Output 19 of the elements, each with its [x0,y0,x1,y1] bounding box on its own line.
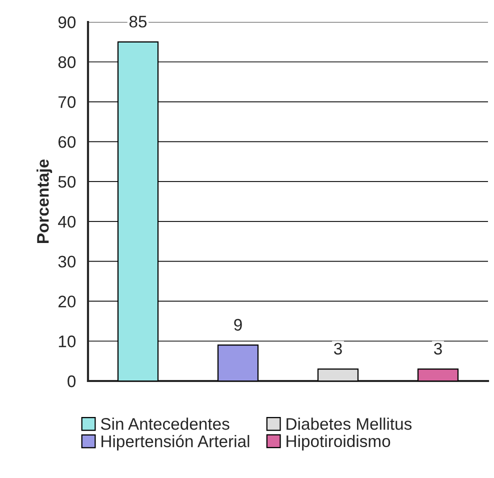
data-label: 9 [234,318,242,331]
legend-label: Diabetes Mellitus [286,418,412,430]
y-tick-label: 0 [68,375,76,388]
y-tick-label: 30 [58,256,76,268]
legend-label: Hipertensión Arterial [102,434,250,451]
y-tick-label: 40 [58,216,76,228]
y-tick-label: 10 [58,336,76,348]
data-label: 85 [129,16,147,28]
y-tick-label: 60 [58,136,76,148]
y-tick-label: 80 [58,56,76,68]
y-tick-label: 90 [58,16,76,28]
y-tick-label: 20 [58,296,76,308]
y-tick-label: 70 [58,96,76,108]
legend-label: Hipotiroidismo [286,434,390,450]
y-axis-title: Porcentaje [36,159,52,243]
data-label: 3 [334,342,342,355]
data-label: 3 [434,342,442,355]
y-tick-label: 50 [58,176,76,188]
legend-label: Sin Antecedentes [100,418,230,430]
